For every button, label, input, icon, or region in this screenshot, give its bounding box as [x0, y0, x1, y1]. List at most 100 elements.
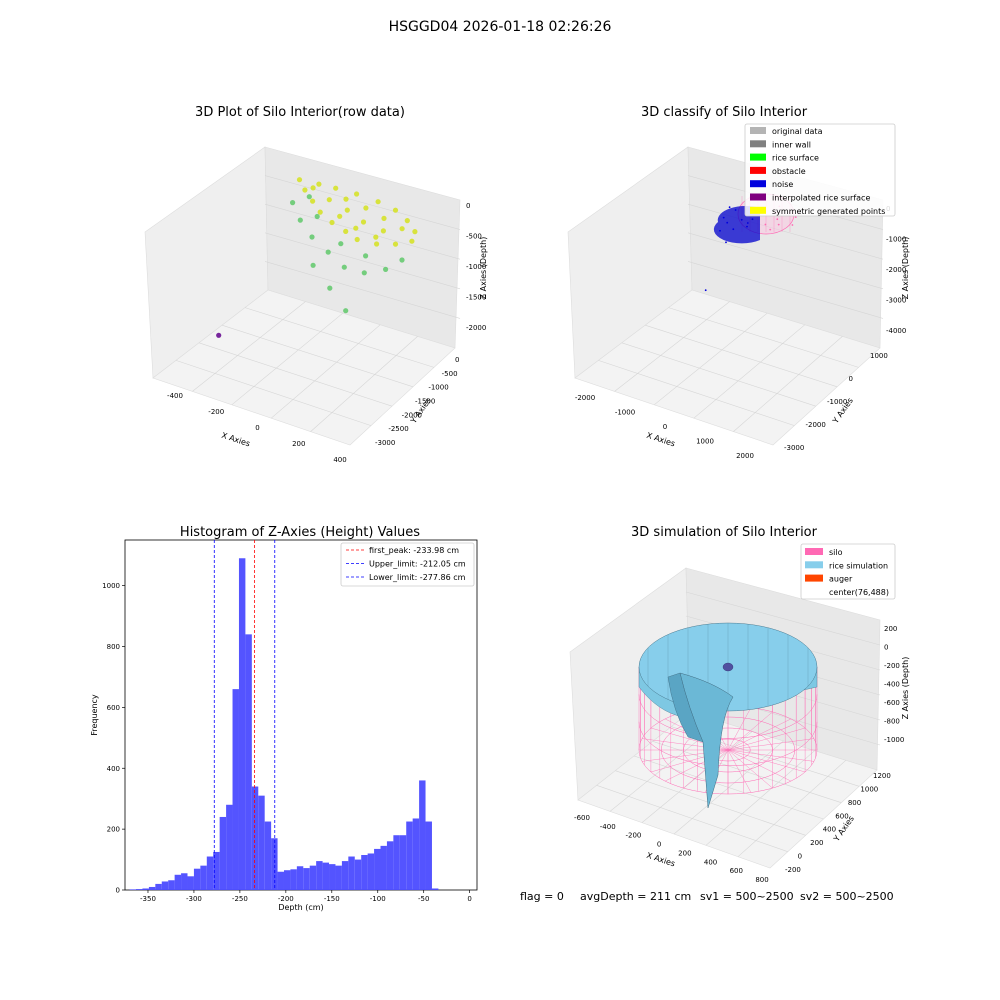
figure-title: HSGGD04 2026-01-18 02:26:26 [389, 19, 612, 35]
histogram-bar [168, 880, 175, 890]
pane-walls [567, 146, 884, 446]
histogram-bar [341, 861, 349, 890]
x-axis-label: X Axies [220, 431, 251, 449]
x-tick-label: -50 [418, 895, 429, 903]
x-axis-label: X Axies [645, 851, 676, 869]
y-tick-labels: 0 -500 -1000 -1500 -2000 -2500 -3000 [375, 356, 459, 447]
grid-line [687, 232, 884, 290]
data-point [764, 223, 767, 226]
histogram-bar [335, 865, 342, 890]
histogram-bar [206, 856, 214, 890]
grid-line [687, 261, 884, 319]
data-point [337, 213, 343, 219]
grid-line [614, 301, 730, 392]
x-tick-label: -200 [278, 895, 294, 903]
subplot-title: Histogram of Z-Axies (Height) Values [180, 525, 420, 540]
y-tick-label: -1500 [415, 398, 435, 406]
data-point [791, 224, 794, 226]
center-marker [722, 662, 734, 672]
z-tick-labels: 0 -500 -1000 -1500 -2000 [466, 202, 486, 332]
z-tick-label: 200 [884, 625, 897, 633]
z-tick-label: -1000 [886, 236, 906, 244]
grid-line [264, 261, 461, 319]
x-tick-labels: -600 -400 -200 0 200 400 600 800 [574, 814, 769, 884]
histogram-bar [419, 780, 426, 890]
histogram-bar [386, 841, 394, 890]
histogram-bar [393, 835, 400, 890]
histogram-bar [412, 818, 420, 890]
data-point [363, 253, 369, 259]
data-point [333, 185, 339, 191]
histogram-bar [431, 888, 439, 890]
data-point [374, 241, 380, 247]
z-tick-label: -2000 [466, 324, 486, 332]
silo-floor-spoke [727, 749, 752, 793]
x-tick-label: -250 [232, 895, 248, 903]
silo-floor-spoke [727, 718, 791, 751]
x-tick-label: 400 [704, 858, 717, 866]
z-axis-label: Z Axies (Depth) [901, 657, 910, 720]
histogram-bar [296, 866, 304, 890]
subplot-title: 3D classify of Silo Interior [641, 105, 808, 120]
histogram-bar [303, 868, 310, 890]
data-point [341, 264, 347, 270]
x-tick-label: 2000 [736, 452, 754, 460]
data-point [216, 332, 222, 338]
data-point [309, 234, 315, 240]
y-tick-labels: 1000 0 -1000 -2000 -3000 [784, 352, 888, 452]
data-point [329, 219, 335, 226]
y-tick-label: 0 [116, 887, 120, 895]
y-tick-label: 200 [107, 826, 120, 834]
silo-floor-spoke [727, 738, 815, 751]
histogram-bar [251, 786, 259, 890]
data-point [354, 191, 360, 197]
y-tick-label: -500 [442, 370, 458, 378]
y-tick-label: 200 [810, 839, 823, 847]
histogram-bar [142, 888, 149, 890]
x-tick-label: 1000 [696, 438, 714, 446]
data-point [306, 194, 312, 200]
legend-label: rice surface [772, 154, 819, 163]
data-point [722, 216, 725, 219]
data-point [343, 228, 349, 234]
z-axis-label: Z Axies (Depth) [901, 237, 910, 300]
grid-line [668, 307, 859, 368]
x-tick-label: -350 [140, 895, 156, 903]
z-tick-labels: 200 0 -200 -400 -600 -800 -1000 [884, 625, 904, 744]
data-point [404, 218, 410, 224]
pane-walls [569, 567, 881, 869]
y-tick-label: -1000 [428, 384, 448, 392]
z-tick-label: -800 [884, 718, 900, 726]
histogram-bar [264, 821, 272, 890]
grid-line [645, 324, 838, 388]
data-point [302, 187, 308, 193]
z-tick-label: 0 [884, 644, 888, 652]
data-point [769, 228, 772, 231]
y-tick-label: 1000 [860, 785, 878, 793]
histogram-bar [258, 795, 265, 890]
histogram-bar [380, 845, 387, 890]
y-tick-label: -1000 [827, 398, 847, 406]
legend-frame [340, 542, 475, 587]
data-point [338, 241, 344, 247]
y-tick-label: 0 [849, 375, 853, 383]
y-tick-label: -3000 [375, 439, 395, 447]
grid-lines [598, 175, 884, 432]
z-tick-label: -3000 [886, 297, 906, 305]
legend-label: silo [829, 548, 843, 557]
grid-line [264, 175, 461, 230]
grid-line [271, 324, 381, 419]
data-point [344, 207, 350, 213]
data-point [383, 266, 389, 272]
y-tick-label: 600 [835, 812, 848, 820]
legend-label: Upper_limit: -212.05 cm [369, 560, 466, 569]
data-point [751, 218, 754, 221]
histogram-bar [174, 874, 182, 890]
data-point [310, 185, 316, 191]
data-point [317, 209, 323, 215]
data-point [746, 222, 749, 224]
x-tick-label: -100 [370, 895, 386, 903]
histogram-bar [277, 871, 284, 890]
data-point [343, 308, 349, 314]
data-point [343, 196, 349, 202]
